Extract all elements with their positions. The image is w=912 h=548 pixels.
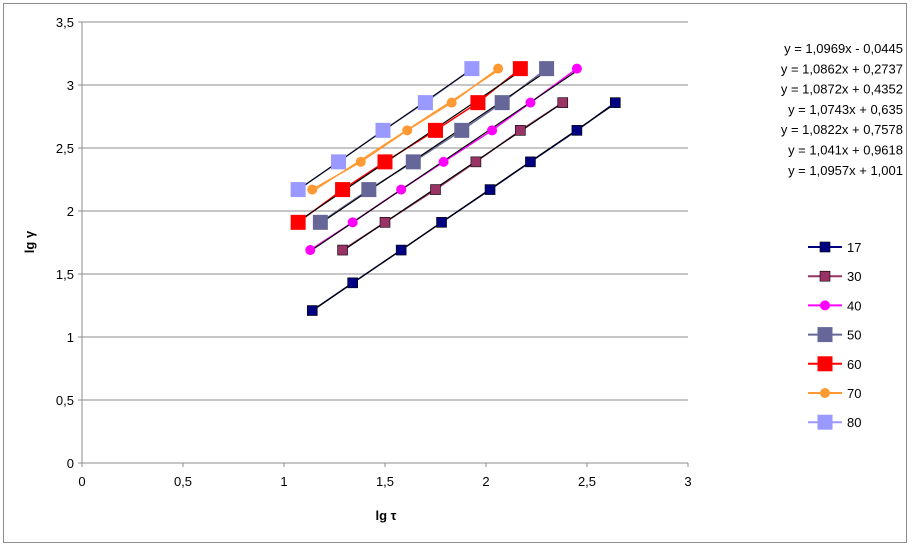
legend-label: 17 [847, 240, 861, 255]
legend-marker-30 [819, 270, 831, 282]
data-point-17 [436, 217, 447, 228]
data-point-17 [484, 184, 496, 195]
trendline-equation: y = 1,0969x - 0,0445 [784, 41, 903, 56]
data-point-40 [571, 63, 582, 74]
data-point-30 [470, 156, 482, 168]
legend-label: 80 [847, 415, 861, 430]
trendline-equation: y = 1,0862x + 0,2737 [781, 61, 903, 76]
data-point-50 [454, 122, 470, 138]
data-point-17 [525, 156, 536, 168]
x-tick-label: 1 [280, 474, 287, 489]
data-point-17 [609, 97, 621, 108]
legend-marker-40 [820, 300, 830, 311]
data-point-17 [306, 305, 318, 316]
data-point-50 [539, 61, 555, 77]
y-tick-label: 0,5 [56, 393, 74, 408]
data-point-70 [355, 156, 366, 167]
data-point-80 [417, 95, 433, 111]
data-points [290, 61, 621, 316]
trendline-60 [297, 70, 521, 223]
data-point-40 [487, 125, 498, 136]
y-tick-label: 3,5 [56, 15, 74, 30]
trendline-equation: y = 1,0743x + 0,635 [788, 102, 903, 117]
data-point-30 [430, 184, 441, 195]
data-point-40 [305, 245, 316, 256]
trendline-equation: y = 1,0822x + 0,7578 [781, 122, 903, 137]
x-tick-label: 0 [78, 474, 85, 489]
data-point-30 [379, 217, 391, 228]
data-point-70 [493, 63, 504, 74]
gridlines [82, 21, 688, 401]
data-point-70 [446, 97, 457, 108]
data-point-17 [347, 277, 358, 289]
data-point-80 [290, 182, 306, 198]
x-tick-label: 1,5 [376, 474, 394, 489]
data-point-60 [377, 154, 393, 170]
trendline-17 [311, 103, 616, 312]
legend-marker-80 [817, 414, 833, 430]
x-tick-label: 3 [684, 474, 691, 489]
chart-frame [3, 3, 907, 543]
trendline-equation: y = 1,0957x + 1,001 [788, 163, 903, 178]
legend-label: 60 [847, 357, 861, 372]
data-point-50 [405, 154, 421, 170]
data-point-50 [312, 214, 328, 230]
y-tick-label: 1,5 [56, 267, 74, 282]
data-point-70 [307, 184, 318, 195]
data-point-40 [438, 156, 449, 167]
y-tick-label: 0 [67, 456, 74, 471]
x-tick-label: 0,5 [174, 474, 192, 489]
x-axis-label: lg τ [376, 508, 397, 523]
trendline-equation: y = 1,0872x + 0,4352 [781, 82, 903, 97]
data-point-40 [396, 184, 407, 195]
data-point-17 [395, 244, 407, 256]
legend-marker-17 [819, 241, 831, 253]
data-point-30 [557, 97, 569, 108]
legend-label: 40 [847, 298, 861, 313]
data-point-50 [494, 95, 510, 111]
data-point-60 [290, 214, 306, 230]
y-tick-label: 2,5 [56, 141, 74, 156]
trendline-30 [342, 102, 564, 252]
y-tick-label: 3 [67, 78, 74, 93]
data-point-80 [464, 61, 480, 77]
legend-label: 70 [847, 386, 861, 401]
legend-marker-60 [817, 356, 833, 372]
legend: 17 30 40 50 60 70 80 [808, 240, 861, 430]
axes: 0 0,5 1 1,5 2 2,5 3 3,5 0 0,5 1 1,5 2 2,5 3 [56, 15, 692, 489]
data-point-30 [515, 125, 526, 136]
trendline-50 [320, 70, 547, 224]
data-point-17 [571, 125, 583, 136]
data-point-40 [525, 97, 536, 108]
series-line-50 [319, 68, 548, 223]
x-tick-label: 2,5 [578, 474, 596, 489]
data-point-60 [335, 182, 351, 198]
data-point-60 [470, 95, 486, 111]
legend-label: 50 [847, 328, 861, 343]
legend-label: 30 [847, 269, 861, 284]
data-point-30 [337, 244, 348, 256]
y-axis-label: lg γ [22, 230, 37, 253]
trendline-equations: y = 1,0969x - 0,0445 y = 1,0862x + 0,2737… [781, 41, 903, 178]
data-point-40 [347, 217, 358, 228]
y-tick-label: 2 [67, 204, 74, 219]
data-point-80 [331, 154, 347, 170]
data-point-50 [361, 182, 377, 198]
x-tick-label: 2 [482, 474, 489, 489]
legend-marker-50 [817, 327, 833, 343]
data-point-60 [428, 122, 443, 138]
data-point-60 [512, 61, 528, 77]
legend-marker-70 [820, 388, 830, 398]
y-tick-label: 1 [67, 330, 74, 345]
data-point-70 [402, 125, 413, 136]
data-point-80 [375, 122, 391, 138]
trendline-equation: y = 1,041x + 0,9618 [788, 143, 903, 158]
